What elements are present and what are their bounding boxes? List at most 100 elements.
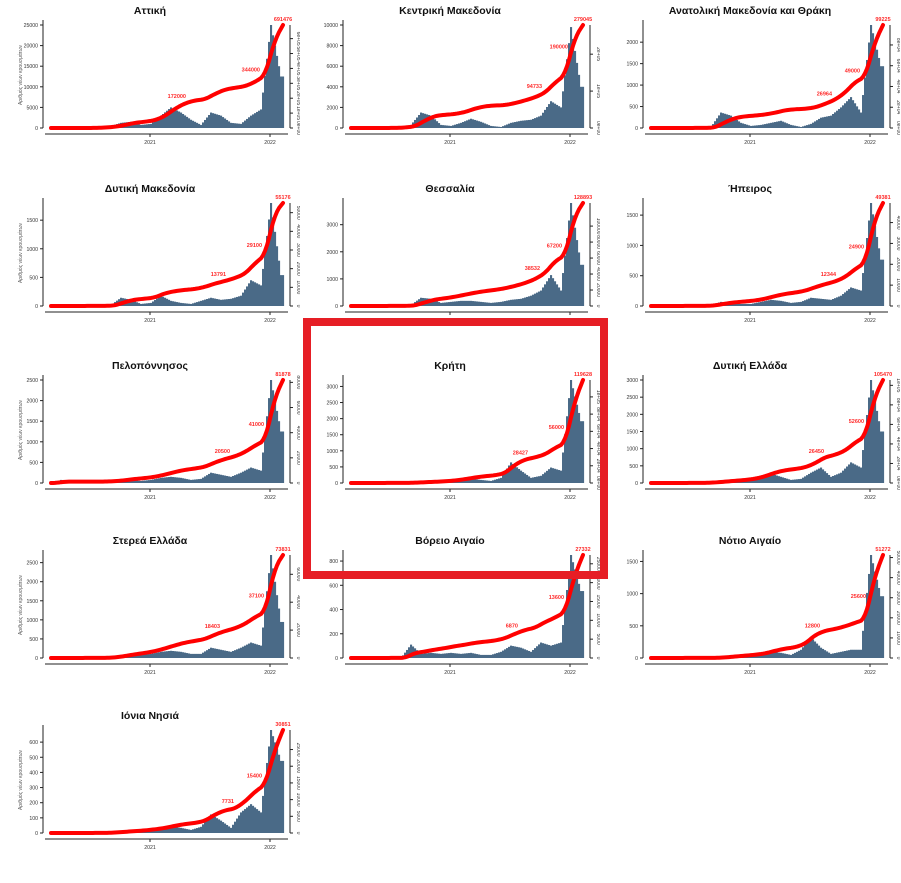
bar [458,654,460,658]
bar [582,591,584,658]
bar [842,471,844,483]
right-tick-label: 8e+04 [895,398,900,412]
bar [556,644,558,658]
x-tick-label: 2021 [744,318,756,324]
bar [160,652,162,658]
bar [862,273,864,306]
bar [806,299,808,306]
bar [564,608,566,658]
bar [860,113,862,128]
bar [814,642,816,658]
bar [208,649,210,658]
bar [146,480,148,483]
bar [546,281,548,306]
left-tick-label: 500 [29,637,38,643]
bar [212,113,214,128]
left-tick-label: 500 [629,464,638,470]
bar [196,828,198,833]
bar [740,304,742,306]
bar [822,649,824,658]
bar [520,299,522,306]
bar [158,478,160,483]
bar [156,299,158,306]
bar [494,302,496,306]
bar [560,291,562,306]
bar [264,434,266,483]
bar [438,302,440,306]
bar [836,474,838,483]
cumulative-label: 94733 [527,84,542,90]
bar [260,812,262,833]
right-tick-label: 20000 [895,257,900,271]
bar [460,123,462,128]
bar [810,298,812,306]
bar [182,114,184,128]
bar [282,432,284,484]
bar [142,125,144,128]
bar [432,653,434,658]
bar [498,302,500,306]
right-tick-label: 1e+05 [895,378,900,392]
bar [210,648,212,658]
left-tick-label: 1500 [626,559,638,565]
bar [202,653,204,658]
bar [468,653,470,658]
bar [198,479,200,483]
bar [474,120,476,128]
bar [874,41,876,128]
bar [786,479,788,483]
bar [812,472,814,483]
bar [880,596,882,658]
bar [826,116,828,128]
bar [234,822,236,833]
bar [854,289,856,306]
left-tick-label: 4000 [326,85,338,91]
right-tick-label: 6e+04 [895,59,900,73]
bar [144,124,146,128]
chart-svg: 05000100001500020000250000e+001e+052e+05… [0,0,300,178]
bar [530,120,532,128]
bar [190,120,192,128]
bar [874,226,876,306]
bar [786,654,788,658]
bar [214,474,216,483]
bar [278,261,280,306]
bar [492,654,494,658]
bar [460,654,462,658]
bar [224,651,226,658]
left-tick-label: 3000 [326,223,338,229]
bar [868,574,870,658]
bar [808,299,810,306]
bar [158,652,160,658]
x-tick-label: 2022 [264,318,276,324]
bar [800,302,802,306]
bar [182,828,184,833]
bar [236,123,238,128]
bar [190,480,192,483]
bar [278,66,280,128]
bar [140,481,142,483]
bar [218,115,220,128]
bar [494,126,496,128]
bar [270,203,272,306]
bar [222,822,224,833]
bar [788,124,790,128]
bar [194,479,196,483]
chart-title: Ήπειρος [600,183,900,195]
left-tick-label: 2500 [626,395,638,401]
bar [454,301,456,306]
left-tick-label: 10000 [324,23,339,29]
bar [796,126,798,128]
bar [816,470,818,483]
bar [280,275,282,306]
bar [276,749,278,833]
bar [856,465,858,483]
bar [794,126,796,128]
bar [148,654,150,658]
bar [444,125,446,128]
bar [226,651,228,658]
bar [250,643,252,658]
bar [250,116,252,128]
bar [882,432,884,484]
bar [436,653,438,658]
